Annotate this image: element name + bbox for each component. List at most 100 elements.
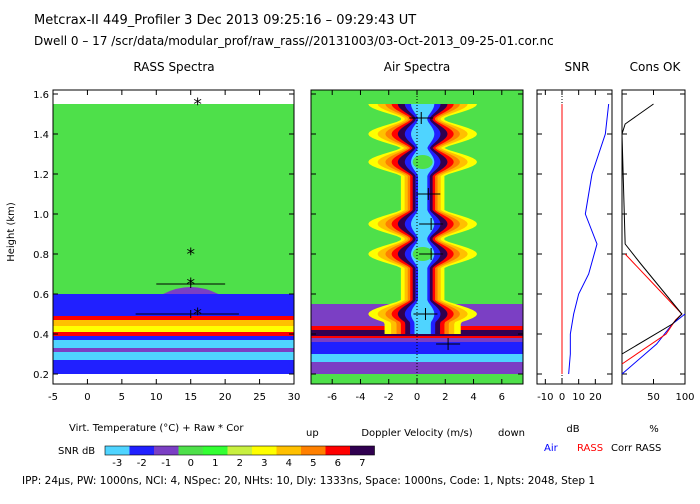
cons-series-line — [621, 103, 683, 355]
air-xtick-label: 4 — [470, 392, 476, 403]
air-spectra-panel: -6 -4 -2 0 2 4 6 — [310, 89, 524, 403]
rass-frame — [52, 89, 295, 385]
snr-series-line — [568, 103, 610, 375]
cons-series-line — [621, 313, 686, 375]
air-x-label-up: up — [306, 428, 319, 439]
air-xtick-label: -2 — [384, 392, 394, 403]
rass-raw-point — [186, 280, 195, 288]
colorbar-tick-label: 3 — [261, 458, 267, 469]
y-tick-label: 0.6 — [33, 290, 49, 301]
colorbar-tick-label: -1 — [161, 458, 171, 469]
snr-panel-title: SNR — [565, 60, 590, 74]
snr-colorbar: -3 -2 -1 0 1 2 3 4 5 6 7 — [104, 445, 375, 469]
air-mean-point — [419, 248, 444, 260]
y-tick-label: 1.6 — [33, 90, 49, 101]
legend-rass: RASS — [577, 443, 603, 454]
rass-heatmap-band — [53, 360, 294, 374]
air-mean-point — [413, 308, 438, 320]
air-x-label-down: down — [498, 428, 525, 439]
rass-background-band — [53, 104, 294, 294]
rass-xtick-label: 5 — [119, 392, 125, 403]
cons-frame — [621, 89, 686, 385]
legend-air: Air — [544, 443, 559, 454]
rass-heatmap-band — [53, 340, 294, 348]
air-panel-title: Air Spectra — [384, 60, 451, 74]
snr-panel: -10 0 10 20 — [536, 89, 613, 403]
rass-heatmap-band — [53, 348, 294, 352]
y-axis-label: Height (km) — [6, 202, 17, 262]
rass-heatmap-band — [53, 316, 294, 320]
colorbar-swatch — [154, 446, 179, 455]
colorbar-frame — [104, 445, 375, 456]
y-tick-label: 1.0 — [33, 210, 49, 221]
air-xtick-label: 0 — [414, 392, 420, 403]
cons-ok-panel: 50 100 — [621, 89, 695, 403]
air-mean-point — [409, 112, 434, 124]
snr-frame — [536, 89, 613, 385]
air-xtick-label: 2 — [442, 392, 448, 403]
colorbar-tick-label: -3 — [112, 458, 122, 469]
snr-x-axis-label: dB — [566, 424, 579, 435]
rass-cor-point: * — [193, 95, 202, 115]
rass-heatmap-band — [53, 332, 294, 336]
colorbar-tick-label: 7 — [359, 458, 365, 469]
rass-xtick-label: -5 — [48, 392, 58, 403]
air-plume-core — [412, 155, 433, 169]
snr-xtick-label: 10 — [572, 392, 585, 403]
colorbar-swatch — [203, 446, 228, 455]
colorbar-swatch — [105, 446, 130, 455]
y-tick-label: 1.2 — [33, 170, 49, 181]
y-tick-label: 0.2 — [33, 370, 49, 381]
air-mean-point — [436, 338, 461, 350]
legend-corr-rass: Corr RASS — [611, 443, 661, 454]
rass-heatmap-band — [53, 336, 294, 340]
colorbar-tick-label: 4 — [286, 458, 292, 469]
rass-cor-point: * — [193, 305, 202, 325]
rass-heatmap-band — [53, 294, 294, 316]
rass-heatmap-band — [53, 326, 294, 332]
snr-xtick-label: -10 — [537, 392, 553, 403]
air-xtick-label: 6 — [499, 392, 505, 403]
colorbar-swatch — [301, 446, 326, 455]
rass-xtick-label: 25 — [253, 392, 266, 403]
colorbar-swatch — [178, 446, 203, 455]
rass-spectra-panel: -5 0 5 10 15 20 25 30 0.2 0.4 0.6 0.8 1.0 1.2 1.4 1.6 * *… — [33, 89, 301, 403]
colorbar-tick-label: -2 — [137, 458, 147, 469]
rass-xtick-label: 10 — [150, 392, 163, 403]
colorbar-swatch — [129, 446, 154, 455]
snr-xtick-label: 0 — [559, 392, 565, 403]
air-xtick-label: -4 — [355, 392, 365, 403]
colorbar-tick-label: 2 — [237, 458, 243, 469]
y-tick-label: 0.8 — [33, 250, 49, 261]
rass-panel-title: RASS Spectra — [133, 60, 214, 74]
colorbar-tick-label: 1 — [212, 458, 218, 469]
rass-heatmap — [53, 104, 294, 374]
air-mean-point — [419, 218, 444, 230]
colorbar-label: SNR dB — [58, 446, 95, 457]
y-tick-label: 1.4 — [33, 130, 49, 141]
rass-heatmap-band — [53, 320, 294, 326]
colorbar-swatch — [276, 446, 301, 455]
colorbar-swatch — [350, 446, 375, 455]
cons-panel-title: Cons OK — [630, 60, 682, 74]
colorbar-tick-label: 0 — [188, 458, 194, 469]
header-dwell: Dwell 0 – 17 /scr/data/modular_prof/raw_… — [34, 34, 554, 48]
cons-x-axis-label: % — [649, 424, 659, 435]
rass-xtick-label: 15 — [184, 392, 197, 403]
colorbar-swatch — [252, 446, 277, 455]
air-x-axis-label: Doppler Velocity (m/s) — [361, 428, 472, 439]
rass-x-axis-label: Virt. Temperature (°C) + Raw * Cor — [69, 423, 244, 434]
rass-heatmap-bump — [163, 287, 219, 294]
air-mean-point — [416, 188, 441, 200]
rass-xtick-label: 20 — [219, 392, 232, 403]
colorbar-swatch — [325, 446, 350, 455]
cons-xtick-label: 50 — [647, 392, 660, 403]
footer-params: IPP: 24μs, PW: 1000ns, NCI: 4, NSpec: 20… — [22, 475, 595, 487]
rass-raw-point — [186, 310, 195, 318]
colorbar-tick-label: 5 — [310, 458, 316, 469]
air-xtick-label: -6 — [327, 392, 337, 403]
rass-xtick-label: 0 — [84, 392, 90, 403]
rass-xtick-label: 30 — [288, 392, 301, 403]
